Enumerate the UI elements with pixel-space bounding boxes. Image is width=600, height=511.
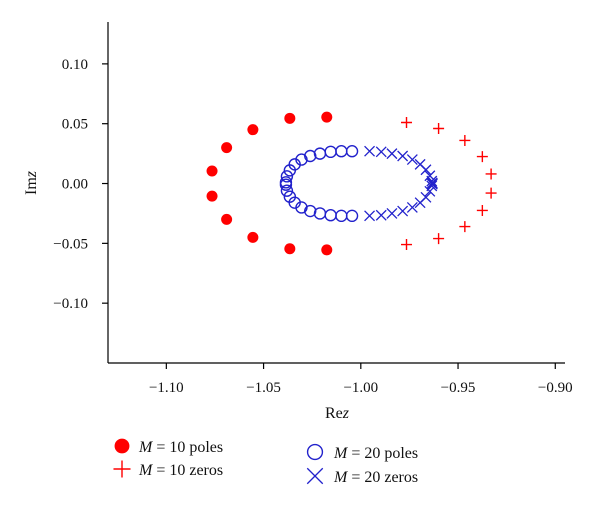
pole-marker [335,145,348,158]
legend-label-var: M [333,445,349,462]
m-20-poles-series [279,145,359,223]
pole-marker [324,145,337,159]
pole-marker [206,190,218,202]
zero-marker [364,145,376,157]
pole-marker [221,142,233,154]
pole-marker [324,209,337,222]
x-tick-label: −0.95 [441,380,476,396]
x-tick-label: −1.10 [149,380,184,396]
x-tick-label: −1.05 [246,380,281,396]
zero-marker [386,148,398,160]
zero-marker [375,209,387,221]
pole-marker [247,231,259,243]
zero-marker [424,185,436,197]
y-tick-label: −0.10 [53,296,88,312]
zero-marker [459,221,471,233]
legend-label-rest: = 10 zeros [152,462,223,479]
legend-marker [113,460,131,478]
pole-marker [221,213,233,225]
x-axis-title: Rez [325,405,350,422]
pole-marker [321,244,333,256]
zero-marker [406,201,418,213]
m-20-zeros-series [364,145,438,222]
zero-marker [401,117,413,129]
legend-label-rest: = 10 poles [152,439,223,456]
zero-marker [375,146,387,158]
pole-marker [279,178,293,191]
legend-item: M = 20 poles [306,443,418,462]
zero-marker [485,187,497,199]
legend-item: M = 20 zeros [306,467,418,486]
m-10-poles-series [206,111,333,256]
zero-marker [476,204,488,216]
legend-label-var: M [138,462,154,479]
legend-marker [306,467,324,485]
y-tick-label: 0.10 [62,57,88,73]
zero-marker [459,134,471,146]
zero-marker [433,233,445,245]
legend-item: M = 10 zeros [113,460,223,479]
x-axis-title-prefix: Re [325,405,343,422]
legend-label-var: M [333,469,349,486]
zero-marker [420,164,432,176]
pole-marker [280,184,294,197]
legend-label: M = 10 poles [138,439,223,456]
legend-label: M = 20 poles [333,445,418,462]
y-ticks: 0.10 0.05 0.00 −0.05 −0.10 [53,57,108,312]
legend-label-rest: = 20 zeros [347,469,418,486]
pole-marker [321,111,333,123]
x-tick-label: −1.00 [343,380,378,396]
x-ticks: −1.10 −1.05 −1.00 −0.95 −0.90 [149,363,573,396]
data-marks [206,111,497,256]
pole-marker [345,145,359,158]
y-tick-label: 0.00 [62,177,88,193]
pole-marker [284,112,296,124]
legend-marker [114,438,130,454]
zero-marker [397,205,409,217]
axes [107,22,565,364]
zero-marker [386,207,398,219]
zero-marker [476,151,488,163]
x-tick-label: −0.90 [538,380,573,396]
zero-marker [433,122,445,134]
pole-marker [247,124,259,136]
y-axis-title-prefix: Im [23,177,40,195]
pole-marker [280,170,294,183]
pole-marker [313,207,327,220]
legend-label-rest: = 20 poles [347,445,418,462]
legend-label-var: M [138,439,154,456]
legend-label: M = 10 zeros [138,462,223,479]
legend-item: M = 10 poles [114,438,223,456]
zero-marker [426,178,438,190]
x-axis-title-var: z [342,405,350,422]
y-axis-title-var: z [23,170,40,178]
y-tick-label: −0.05 [53,236,88,252]
m-10-zeros-series [401,117,497,251]
zero-marker [397,150,409,162]
y-axis-title: Imz [23,170,40,195]
legend-marker [306,443,324,461]
zero-marker [414,197,426,209]
zero-marker [364,210,376,222]
pole-marker [206,165,218,177]
pole-marker [335,209,348,223]
legend-label: M = 20 zeros [333,469,418,486]
pole-marker [283,164,297,177]
pole-marker [284,243,296,255]
zero-marker [426,175,438,187]
zero-marker [426,177,438,189]
zero-marker [401,239,413,251]
pole-marker [345,209,359,223]
zero-marker [485,168,497,180]
y-tick-label: 0.05 [62,117,88,133]
zero-marker [406,154,418,166]
